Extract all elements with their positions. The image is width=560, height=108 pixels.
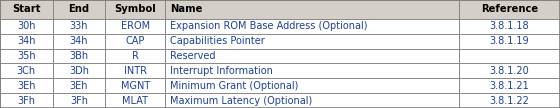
Bar [459,93,560,108]
Text: 3Bh: 3Bh [69,51,88,61]
Bar [459,34,560,49]
Text: 3Fh: 3Fh [17,96,35,106]
Bar [165,34,459,49]
Text: Expansion ROM Base Address (Optional): Expansion ROM Base Address (Optional) [170,21,367,31]
Bar [0,19,53,34]
Bar [105,93,165,108]
Text: 3Eh: 3Eh [17,81,36,91]
Text: R: R [132,51,139,61]
Text: Symbol: Symbol [114,4,156,14]
Text: EROM: EROM [120,21,150,31]
Text: 33h: 33h [69,21,88,31]
Bar [105,78,165,93]
Bar [165,49,459,64]
Bar [105,0,165,19]
Bar [53,64,105,78]
Bar [459,19,560,34]
Bar [0,34,53,49]
Bar [165,0,459,19]
Text: Reference: Reference [480,4,538,14]
Text: 3Ch: 3Ch [17,66,36,76]
Text: End: End [68,4,90,14]
Text: 3.8.1.19: 3.8.1.19 [489,36,529,46]
Text: Capabilities Pointer: Capabilities Pointer [170,36,264,46]
Text: 30h: 30h [17,21,36,31]
Text: Start: Start [12,4,40,14]
Bar [459,64,560,78]
Bar [165,19,459,34]
Text: 34h: 34h [17,36,36,46]
Bar [459,49,560,64]
Text: 3.8.1.21: 3.8.1.21 [489,81,529,91]
Text: Maximum Latency (Optional): Maximum Latency (Optional) [170,96,312,106]
Bar [105,19,165,34]
Text: 3Dh: 3Dh [69,66,89,76]
Text: INTR: INTR [124,66,147,76]
Bar [0,49,53,64]
Bar [53,93,105,108]
Bar [0,93,53,108]
Text: 3.8.1.20: 3.8.1.20 [489,66,529,76]
Bar [53,19,105,34]
Text: 34h: 34h [69,36,88,46]
Bar [53,78,105,93]
Bar [0,64,53,78]
Text: Minimum Grant (Optional): Minimum Grant (Optional) [170,81,298,91]
Bar [105,49,165,64]
Text: 3Fh: 3Fh [70,96,88,106]
Bar [165,93,459,108]
Bar [459,0,560,19]
Bar [53,34,105,49]
Bar [105,34,165,49]
Bar [53,49,105,64]
Text: Interrupt Information: Interrupt Information [170,66,273,76]
Text: MLAT: MLAT [122,96,148,106]
Text: 3.8.1.22: 3.8.1.22 [489,96,529,106]
Text: Name: Name [170,4,202,14]
Bar [459,78,560,93]
Bar [0,78,53,93]
Text: MGNT: MGNT [120,81,150,91]
Bar [165,78,459,93]
Text: 3.8.1.18: 3.8.1.18 [489,21,529,31]
Bar [105,64,165,78]
Bar [165,64,459,78]
Text: 3Eh: 3Eh [69,81,88,91]
Bar [53,0,105,19]
Bar [0,0,53,19]
Text: Reserved: Reserved [170,51,215,61]
Text: CAP: CAP [125,36,145,46]
Text: 35h: 35h [17,51,36,61]
